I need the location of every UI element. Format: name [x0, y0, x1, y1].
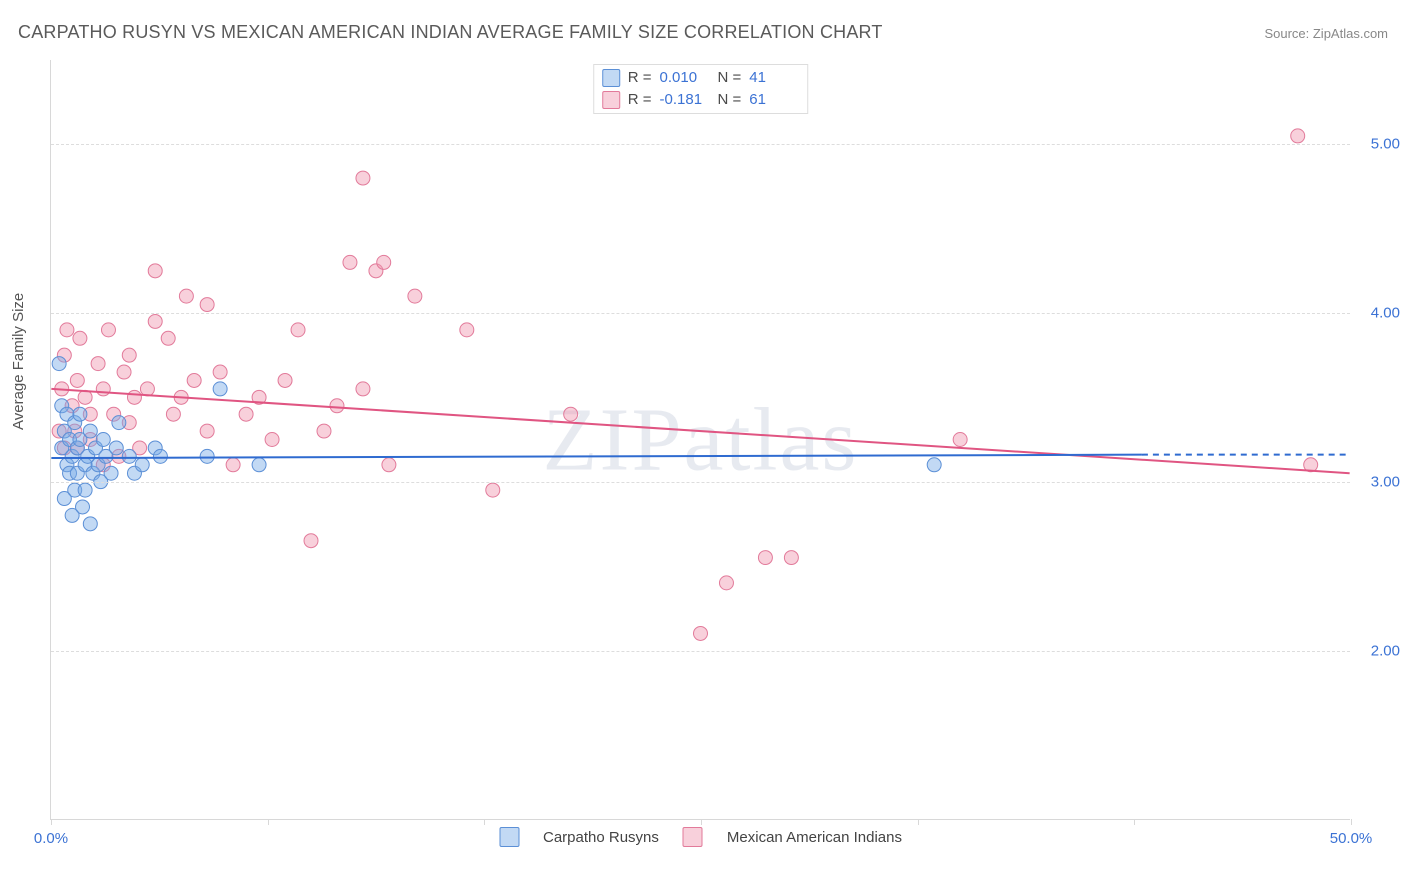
ytick-label: 3.00 — [1356, 474, 1400, 491]
xtick — [268, 819, 269, 825]
n-label: N = — [718, 67, 742, 89]
ytick-label: 2.00 — [1356, 643, 1400, 660]
stats-row-a: R = 0.010 N = 41 — [602, 67, 800, 89]
legend-label-b: Mexican American Indians — [727, 829, 902, 846]
stats-row-b: R = -0.181 N = 61 — [602, 89, 800, 111]
ytick-label: 4.00 — [1356, 305, 1400, 322]
r-label-2: R = — [628, 89, 652, 111]
y-axis-title: Average Family Size — [10, 293, 27, 430]
legend-label-a: Carpatho Rusyns — [543, 829, 659, 846]
swatch-b-icon — [602, 91, 620, 109]
r-value-b: -0.181 — [660, 89, 710, 111]
gridline — [51, 482, 1350, 483]
xtick-label: 0.0% — [34, 830, 68, 847]
stats-legend-box: R = 0.010 N = 41 R = -0.181 N = 61 — [593, 64, 809, 114]
n-value-b: 61 — [749, 89, 799, 111]
xtick-label: 50.0% — [1330, 830, 1373, 847]
source-label: Source: ZipAtlas.com — [1264, 26, 1388, 41]
xtick — [918, 819, 919, 825]
chart-title: CARPATHO RUSYN VS MEXICAN AMERICAN INDIA… — [18, 22, 883, 43]
xtick — [1134, 819, 1135, 825]
xtick — [51, 819, 52, 825]
gridline — [51, 144, 1350, 145]
n-value-a: 41 — [749, 67, 799, 89]
bottom-legend: Carpatho Rusyns Mexican American Indians — [499, 827, 902, 847]
plot-area: ZIPatlas R = 0.010 N = 41 R = -0.181 N =… — [50, 60, 1350, 820]
xtick — [701, 819, 702, 825]
gridline — [51, 651, 1350, 652]
n-label-2: N = — [718, 89, 742, 111]
ytick-label: 5.00 — [1356, 136, 1400, 153]
scatter-svg — [51, 60, 1350, 819]
r-label: R = — [628, 67, 652, 89]
gridline — [51, 313, 1350, 314]
r-value-a: 0.010 — [660, 67, 710, 89]
swatch-b-bottom-icon — [683, 827, 703, 847]
swatch-a-bottom-icon — [499, 827, 519, 847]
xtick — [1351, 819, 1352, 825]
xtick — [484, 819, 485, 825]
swatch-a-icon — [602, 69, 620, 87]
